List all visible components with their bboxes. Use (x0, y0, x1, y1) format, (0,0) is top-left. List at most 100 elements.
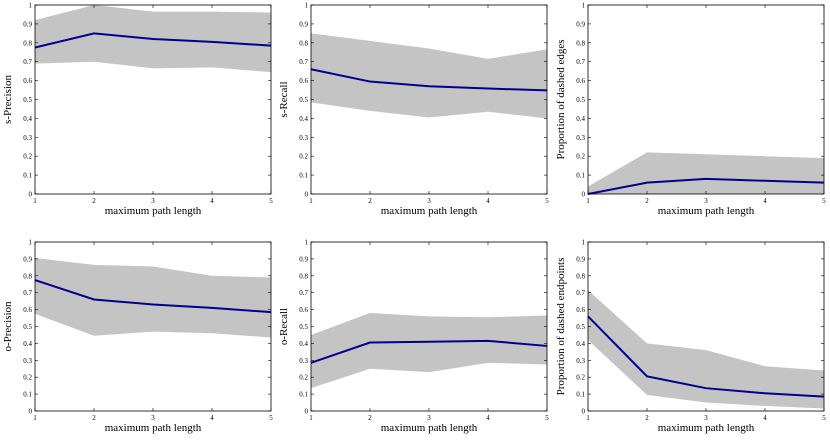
mean-line (587, 177, 825, 195)
x-tick-label: 2 (92, 197, 96, 205)
y-tick-label: 0.7 (299, 289, 308, 297)
x-axis-label: maximum path length (105, 205, 202, 217)
x-tick-label: 4 (210, 414, 214, 422)
x-tick-label: 4 (763, 197, 767, 205)
y-tick-label: 0.3 (576, 134, 585, 142)
x-tick-label: 4 (210, 197, 214, 205)
y-tick-label: 0.9 (299, 255, 308, 263)
x-tick-label: 4 (486, 197, 490, 205)
y-tick-label: 1 (29, 2, 33, 10)
y-tick-label: 0.6 (299, 306, 308, 314)
x-tick-label: 2 (368, 414, 372, 422)
x-tick-label: 3 (151, 414, 155, 422)
y-tick-label: 0.1 (576, 172, 585, 180)
y-tick-label: 0.1 (576, 391, 585, 399)
x-tick-label: 3 (704, 197, 708, 205)
x-tick-label: 5 (822, 197, 826, 205)
y-tick-label: 0 (29, 191, 33, 199)
y-tick-label: 0.9 (23, 20, 32, 28)
y-tick-label: 0.8 (23, 272, 32, 280)
band (311, 312, 547, 389)
y-tick-label: 0.5 (576, 323, 585, 331)
y-tick-label: 0.6 (299, 77, 308, 85)
x-tick-label: 1 (309, 414, 313, 422)
y-tick-label: 0.9 (576, 255, 585, 263)
y-tick-label: 0.5 (23, 96, 32, 104)
mean-line (587, 315, 825, 398)
x-tick-label: 1 (586, 414, 590, 422)
mean-line (34, 32, 272, 49)
x-tick-label: 5 (269, 414, 273, 422)
y-tick-label: 0.7 (23, 58, 32, 66)
y-tick-label: 0.9 (23, 255, 32, 263)
y-tick-label: 0.7 (576, 58, 585, 66)
y-tick-label: 0.5 (576, 96, 585, 104)
y-tick-label: 0.3 (299, 357, 308, 365)
mean-line (34, 279, 272, 314)
y-axis-label: o-Precision (2, 301, 14, 352)
x-axis-label: maximum path length (381, 205, 478, 217)
y-tick-label: 0.5 (299, 96, 308, 104)
y-tick-label: 0.1 (299, 391, 308, 399)
y-tick-label: 0.1 (23, 391, 32, 399)
y-tick-label: 0.2 (299, 374, 308, 382)
y-tick-label: 1 (582, 239, 586, 247)
x-tick-label: 5 (545, 197, 549, 205)
y-axis-label: s-Recall (278, 81, 290, 117)
y-tick-label: 0.2 (299, 153, 308, 161)
band (311, 33, 547, 119)
y-tick-label: 0.8 (23, 39, 32, 47)
y-tick-label: 0.4 (576, 340, 585, 348)
x-tick-label: 5 (822, 414, 826, 422)
y-tick-label: 0.4 (23, 115, 32, 123)
x-tick-label: 5 (545, 414, 549, 422)
y-axis-label: s-Precision (2, 75, 14, 124)
x-tick-label: 3 (427, 414, 431, 422)
x-tick-label: 5 (269, 197, 273, 205)
y-tick-label: 0.7 (23, 289, 32, 297)
x-tick-label: 1 (586, 197, 590, 205)
y-tick-label: 0.4 (299, 115, 308, 123)
y-tick-label: 0.6 (23, 306, 32, 314)
y-tick-label: 0.3 (299, 134, 308, 142)
y-axis-label: Proportion of dashed edges (555, 39, 567, 159)
y-tick-label: 0.2 (23, 374, 32, 382)
y-tick-label: 0.8 (576, 39, 585, 47)
x-axis-label: maximum path length (658, 205, 755, 217)
y-tick-label: 0.7 (299, 58, 308, 66)
y-tick-label: 0.8 (299, 39, 308, 47)
y-tick-label: 0.4 (23, 340, 32, 348)
x-tick-label: 3 (704, 414, 708, 422)
mean-line (310, 68, 548, 92)
y-tick-label: 0 (582, 191, 586, 199)
x-tick-label: 1 (309, 197, 313, 205)
x-tick-label: 4 (763, 414, 767, 422)
y-tick-label: 0.3 (23, 357, 32, 365)
y-axis-label: Proportion of dashed endpoints (555, 258, 567, 396)
y-tick-label: 0.5 (23, 323, 32, 331)
x-tick-label: 2 (92, 414, 96, 422)
x-axis-label: maximum path length (105, 422, 202, 434)
mean-line (310, 339, 548, 364)
y-tick-label: 0.2 (576, 374, 585, 382)
y-tick-label: 0.6 (576, 306, 585, 314)
y-tick-label: 0.6 (576, 77, 585, 85)
y-tick-label: 0 (582, 408, 586, 416)
y-tick-label: 0.8 (576, 272, 585, 280)
y-tick-label: 0.4 (576, 115, 585, 123)
y-tick-label: 1 (305, 239, 309, 247)
x-tick-label: 2 (645, 414, 649, 422)
y-tick-label: 0 (305, 191, 309, 199)
x-axis-label: maximum path length (381, 422, 478, 434)
y-tick-label: 0.1 (23, 172, 32, 180)
y-tick-label: 0.9 (299, 20, 308, 28)
band (35, 258, 271, 338)
x-tick-label: 3 (427, 197, 431, 205)
y-tick-label: 1 (582, 2, 586, 10)
x-tick-label: 2 (645, 197, 649, 205)
y-tick-label: 1 (29, 239, 33, 247)
y-tick-label: 0 (29, 408, 33, 416)
x-tick-label: 2 (368, 197, 372, 205)
y-tick-label: 0.1 (299, 172, 308, 180)
